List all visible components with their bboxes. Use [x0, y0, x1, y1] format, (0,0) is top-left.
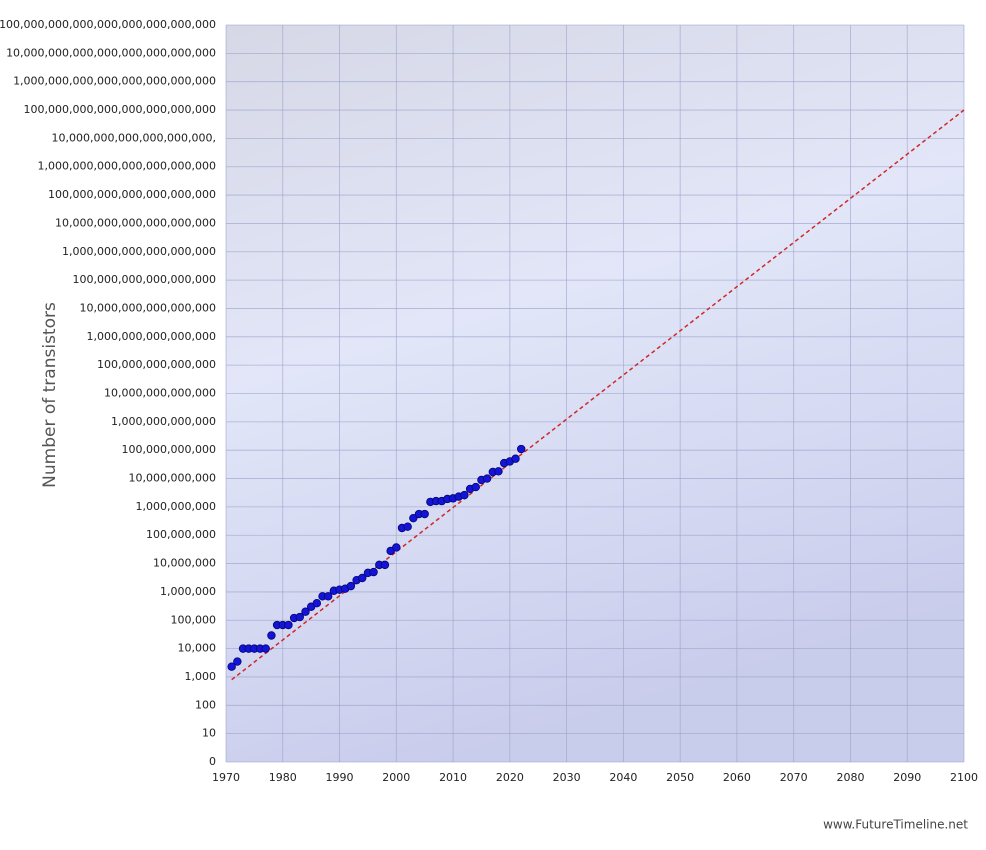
x-tick-label: 2060: [723, 771, 751, 784]
data-point: [460, 490, 469, 500]
data-point: [312, 599, 322, 608]
y-tick-label: 1,000,000,000: [136, 500, 216, 513]
data-point: [494, 467, 503, 476]
data-point: [261, 644, 270, 653]
x-tick-label: 1970: [212, 771, 240, 784]
y-tick-label: 10,000,000,000,000,000,000,: [52, 131, 216, 144]
y-tick-label: 100,000: [171, 613, 217, 626]
x-tick-label: 2010: [439, 771, 467, 784]
x-tick-label: 2000: [382, 771, 410, 784]
data-point: [482, 474, 492, 483]
data-point: [409, 513, 418, 523]
y-tick-label: 10,000,000,000: [129, 472, 216, 485]
data-point: [267, 631, 276, 640]
y-tick-label: 100,000,000,000,000,000,000: [48, 188, 216, 201]
y-tick-label: 1,000,000,000,000,000: [87, 330, 216, 343]
data-point: [301, 607, 310, 616]
data-point: [227, 662, 236, 671]
data-point: [233, 657, 242, 666]
y-tick-label: 100: [195, 698, 216, 711]
y-tick-label: 1,000,000,000,000,000,000,000: [38, 160, 216, 173]
y-tick-label: 1,000,000,000,000: [111, 415, 216, 428]
y-tick-label: 100,000,000,000,000: [97, 358, 216, 371]
y-tick-label: 10,000,000,000,000,000,000,000,000: [6, 46, 216, 59]
data-point: [295, 612, 304, 622]
x-tick-label: 1990: [326, 771, 354, 784]
data-point: [369, 567, 378, 577]
data-point: [284, 620, 293, 630]
y-tick-label: 100,000,000,000,000,000,000,000: [24, 103, 216, 116]
y-axis-label: Number of transistors: [40, 302, 60, 488]
data-point: [420, 509, 429, 519]
x-tick-label: 1980: [269, 771, 297, 784]
data-point: [403, 522, 412, 531]
y-tick-label: 1,000,000,000,000,000,000: [62, 245, 216, 258]
y-tick-label: 1,000: [185, 670, 217, 683]
y-tick-label: 10: [202, 727, 216, 740]
x-tick-label: 2100: [950, 771, 978, 784]
data-point: [471, 482, 480, 492]
x-tick-label: 2050: [666, 771, 694, 784]
y-tick-label: 1,000,000,000,000,000,000,000,000: [13, 75, 216, 88]
data-point: [323, 592, 333, 601]
data-point: [511, 454, 520, 463]
x-tick-label: 2070: [780, 771, 808, 784]
data-point: [358, 573, 367, 583]
x-tick-label: 2030: [553, 771, 581, 784]
y-tick-label: 10,000,000,000,000: [104, 387, 216, 400]
data-point: [380, 560, 390, 570]
x-tick-label: 2080: [836, 771, 864, 784]
y-tick-label: 100,000,000,000,000,000,000,000,000: [0, 18, 216, 31]
y-tick-label: 10,000,000,000,000,000: [80, 301, 216, 314]
x-tick-label: 2090: [893, 771, 921, 784]
y-tick-label: 10,000,000,000,000,000,000: [55, 216, 216, 229]
y-tick-label: 100,000,000,000: [122, 443, 216, 456]
footer: www.FutureTimeline.net: [823, 818, 968, 832]
x-tick-label: 2020: [496, 771, 524, 784]
y-tick-label: 10,000: [178, 642, 217, 655]
data-point: [346, 581, 356, 591]
y-tick-label: 0: [209, 755, 216, 768]
y-tick-label: 100,000,000: [146, 528, 216, 541]
y-tick-label: 10,000,000: [153, 557, 216, 570]
y-tick-label: 1,000,000: [160, 585, 216, 598]
data-point: [517, 444, 526, 454]
y-tick-label: 100,000,000,000,000,000: [73, 273, 216, 286]
x-tick-label: 2040: [609, 771, 637, 784]
data-point: [392, 543, 401, 552]
